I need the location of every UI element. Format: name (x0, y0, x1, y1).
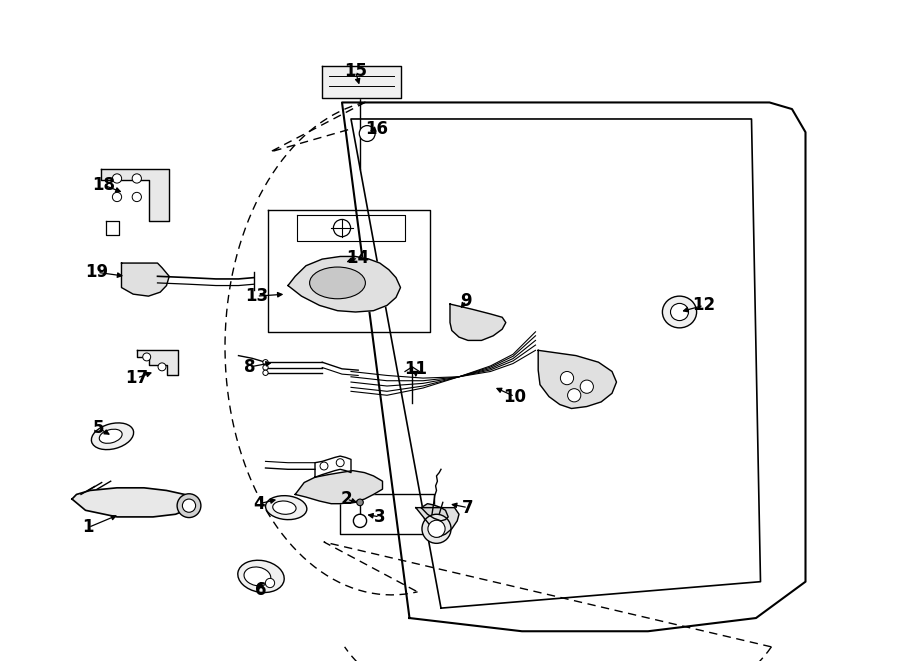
Ellipse shape (238, 561, 284, 592)
Circle shape (132, 192, 141, 202)
Ellipse shape (92, 423, 133, 449)
Circle shape (183, 499, 195, 512)
Text: 16: 16 (364, 120, 388, 138)
Circle shape (263, 360, 268, 365)
Ellipse shape (662, 296, 697, 328)
Circle shape (428, 520, 446, 537)
Circle shape (561, 371, 573, 385)
Polygon shape (122, 263, 169, 296)
Text: 3: 3 (374, 508, 385, 526)
Polygon shape (295, 471, 382, 504)
Circle shape (422, 514, 451, 543)
Circle shape (143, 353, 150, 361)
Circle shape (580, 380, 593, 393)
Circle shape (359, 126, 375, 141)
Text: 10: 10 (503, 387, 526, 406)
Circle shape (263, 365, 268, 370)
Polygon shape (416, 508, 459, 537)
Text: 19: 19 (86, 263, 109, 282)
Circle shape (354, 514, 366, 527)
Text: 17: 17 (125, 369, 148, 387)
Polygon shape (137, 350, 178, 375)
Circle shape (568, 389, 580, 402)
Polygon shape (322, 66, 400, 98)
Ellipse shape (670, 303, 688, 321)
Text: 1: 1 (83, 518, 94, 537)
Polygon shape (421, 504, 448, 521)
Text: 11: 11 (404, 360, 428, 378)
Text: 6: 6 (256, 580, 266, 599)
Circle shape (266, 578, 274, 588)
Polygon shape (101, 169, 169, 221)
Polygon shape (538, 350, 616, 408)
Text: 5: 5 (94, 419, 104, 438)
Circle shape (333, 219, 351, 237)
Text: 13: 13 (245, 287, 268, 305)
Circle shape (158, 363, 166, 371)
Text: 8: 8 (245, 358, 256, 376)
Ellipse shape (244, 567, 271, 586)
Ellipse shape (273, 501, 296, 514)
Text: 12: 12 (692, 296, 716, 315)
Text: 18: 18 (92, 176, 115, 194)
Text: 7: 7 (463, 498, 473, 517)
Text: 9: 9 (461, 292, 472, 310)
Circle shape (337, 459, 344, 467)
Ellipse shape (99, 429, 122, 444)
Polygon shape (450, 304, 506, 340)
Circle shape (112, 174, 122, 183)
Polygon shape (72, 488, 194, 517)
Text: 2: 2 (341, 490, 352, 508)
Text: 4: 4 (254, 494, 265, 513)
Polygon shape (288, 256, 400, 312)
Circle shape (320, 462, 328, 470)
Ellipse shape (266, 496, 307, 520)
Circle shape (177, 494, 201, 518)
Circle shape (132, 174, 141, 183)
Text: 14: 14 (346, 249, 370, 267)
Text: 15: 15 (344, 62, 367, 81)
Circle shape (356, 499, 364, 506)
Circle shape (112, 192, 122, 202)
Circle shape (263, 370, 268, 375)
Ellipse shape (310, 267, 365, 299)
